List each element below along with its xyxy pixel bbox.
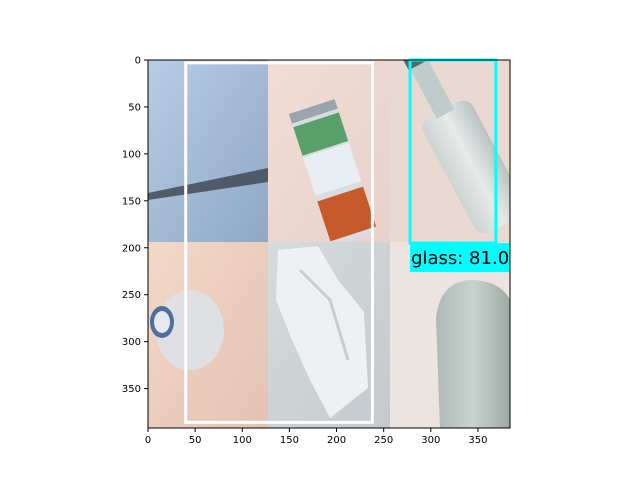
x-tick-label: 300 <box>421 435 440 446</box>
y-axis: 0 50 100 150 200 250 300 350 <box>122 56 148 395</box>
paper-crease <box>298 268 350 361</box>
detection-box <box>184 61 374 424</box>
y-tick-label: 200 <box>122 243 141 254</box>
crumpled-paper <box>276 246 368 418</box>
x-tick-label: 0 <box>145 435 151 446</box>
y-tick-label: 150 <box>122 196 141 207</box>
frosted-bottle <box>436 280 510 428</box>
aluminum-can <box>288 99 376 246</box>
photo-mosaic <box>148 60 510 428</box>
y-tick-label: 50 <box>128 102 141 113</box>
cardboard-strip <box>148 168 268 200</box>
plastic-bottle <box>150 290 224 370</box>
y-tick-label: 300 <box>122 337 141 348</box>
x-tick-label: 50 <box>189 435 202 446</box>
y-tick-label: 250 <box>122 290 141 301</box>
y-tick-label: 350 <box>122 384 141 395</box>
plot-frame <box>147 59 511 429</box>
detection-label-bg <box>410 243 510 273</box>
x-tick-label: 100 <box>233 435 252 446</box>
y-tick-label: 100 <box>122 149 141 160</box>
x-tick-label: 200 <box>327 435 346 446</box>
x-tick-label: 150 <box>280 435 299 446</box>
x-tick-label: 250 <box>374 435 393 446</box>
tile-blue-cardboard <box>148 60 268 242</box>
detections-layer: glass: 81.0 <box>184 58 510 424</box>
x-axis: 0 50 100 150 200 250 300 350 <box>145 428 487 446</box>
x-tick-label: 350 <box>468 435 487 446</box>
detection-label: glass: 81.0 <box>411 248 509 269</box>
y-tick-label: 0 <box>135 56 141 67</box>
